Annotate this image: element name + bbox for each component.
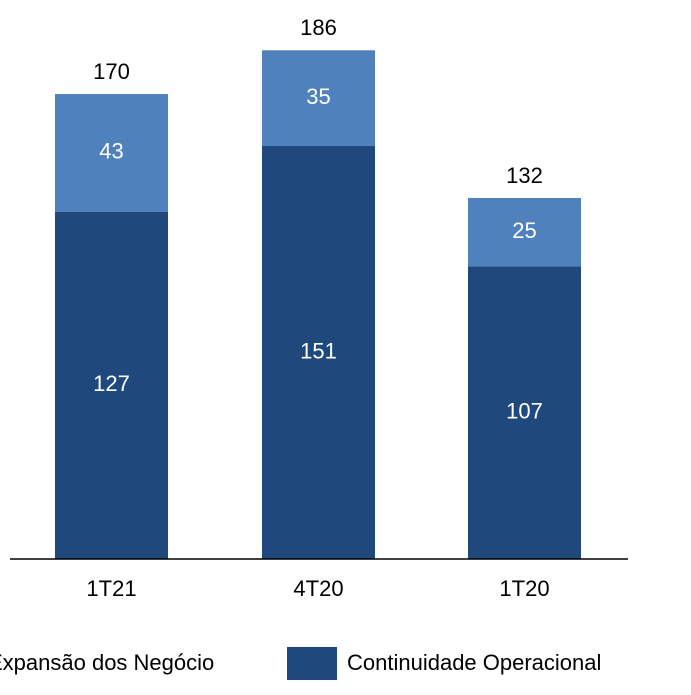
legend-label: Expansão dos Negócio: [0, 650, 214, 675]
bar-segment: [468, 197, 581, 267]
bar-segment: [262, 50, 375, 147]
bar-segment: [468, 266, 581, 559]
bar-segment: [262, 146, 375, 559]
x-tick-label: 1T20: [499, 576, 549, 601]
total-label: 170: [93, 59, 130, 84]
data-label: 127: [93, 371, 130, 396]
total-label: 132: [506, 163, 543, 188]
total-label: 186: [300, 15, 337, 40]
x-tick-label: 4T20: [293, 576, 343, 601]
legend-swatch: [287, 647, 337, 680]
data-label: 107: [506, 398, 543, 423]
data-label: 43: [99, 139, 123, 164]
bar-segment: [55, 211, 168, 559]
x-tick-label: 1T21: [86, 576, 136, 601]
data-label: 25: [512, 218, 536, 243]
data-label: 151: [300, 338, 337, 363]
bar-segment: [55, 94, 168, 212]
data-label: 35: [306, 84, 330, 109]
legend-label: Continuidade Operacional: [347, 650, 601, 675]
